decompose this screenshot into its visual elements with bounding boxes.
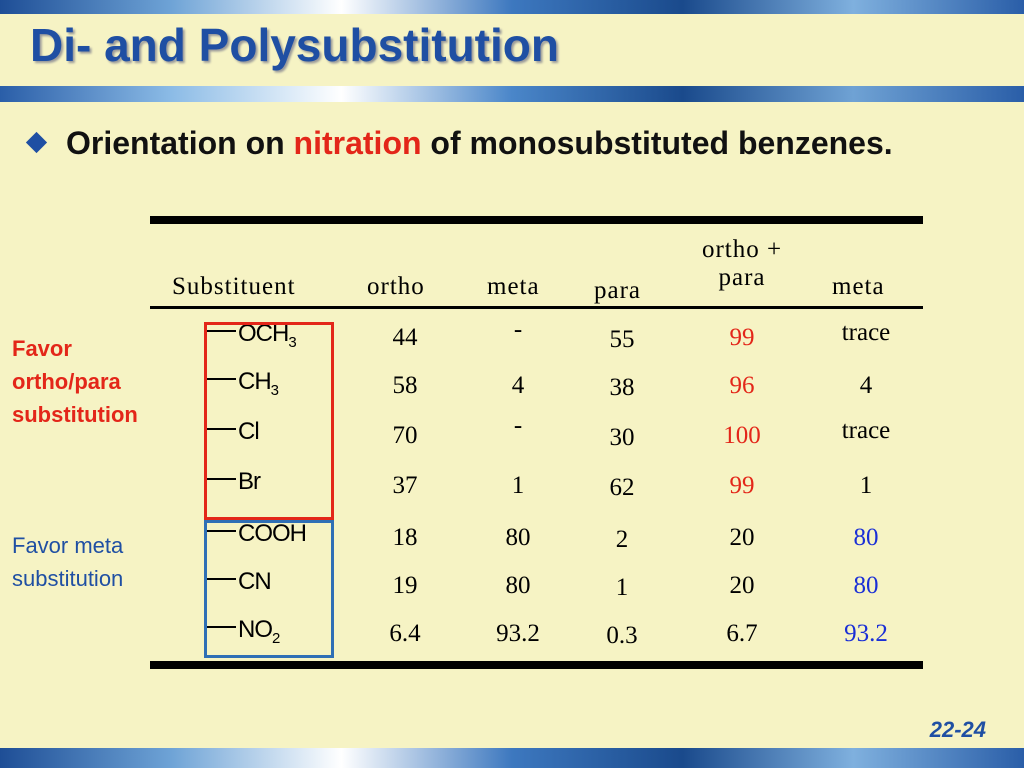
cell-meta-total: 80	[853, 572, 879, 599]
cell-meta-total: 80	[853, 524, 879, 551]
cell-ortho: 19	[392, 572, 418, 599]
cell-ortho-para: 6.7	[726, 620, 758, 647]
cell-para: 55	[609, 326, 635, 353]
cell-ortho: 58	[392, 372, 418, 399]
cell-ortho-para: 20	[729, 572, 755, 599]
cell-ortho-para: 99	[729, 472, 755, 499]
cell-para: 62	[609, 474, 635, 501]
favor-ortho-para-line-1: Favor	[12, 336, 72, 361]
cell-para: 0.3	[606, 622, 638, 649]
bullet-text: Orientation on nitration of monosubstitu…	[66, 121, 946, 165]
header-ortho: ortho	[367, 273, 425, 300]
cell-meta: 80	[505, 524, 531, 551]
title-underline-band	[0, 86, 1024, 102]
top-decorative-band	[0, 0, 1024, 14]
cell-meta: -	[513, 316, 523, 343]
substituent-cell: Br	[206, 468, 261, 496]
substituent-cell: COOH	[206, 520, 307, 548]
substituent-formula: Cl	[238, 418, 260, 445]
cell-meta-total: 1	[859, 472, 873, 499]
header-meta-total: meta	[832, 273, 885, 300]
slide-title: Di- and Polysubstitution	[30, 19, 559, 71]
table-bottom-rule	[150, 661, 923, 669]
favor-ortho-para-line-2: ortho/para	[12, 369, 121, 394]
substituent-formula: NO	[238, 616, 273, 643]
page-number: 22-24	[929, 717, 986, 742]
cell-ortho: 70	[392, 422, 418, 449]
header-ortho-plus-para-line2: para	[718, 264, 766, 291]
bond-line-icon	[206, 377, 236, 380]
cell-ortho: 37	[392, 472, 418, 499]
cell-para: 2	[615, 526, 629, 553]
cell-ortho-para: 100	[723, 422, 761, 449]
cell-ortho: 44	[392, 324, 418, 351]
substituent-cell: CN	[206, 568, 272, 596]
cell-meta: 4	[511, 372, 525, 399]
substituent-cell: Cl	[206, 418, 260, 446]
substituent-cell: NO2	[206, 616, 280, 647]
favor-ortho-para-label: Favor ortho/para substitution	[12, 332, 138, 431]
cell-meta: -	[513, 412, 523, 439]
header-ortho-plus-para-line1: ortho +	[701, 236, 783, 263]
substituent-cell: CH3	[206, 368, 279, 399]
bond-line-icon	[206, 529, 236, 532]
cell-meta-total: 4	[859, 372, 873, 399]
table-header-rule	[150, 306, 923, 309]
bond-line-icon	[206, 625, 236, 628]
cell-ortho-para: 99	[729, 324, 755, 351]
substituent-subscript: 3	[288, 333, 296, 351]
favor-meta-line-1: Favor meta	[12, 533, 124, 558]
header-para: para	[594, 277, 642, 304]
header-ortho-plus-para: ortho + para	[677, 236, 807, 292]
bond-line-icon	[206, 477, 236, 480]
favor-meta-label: Favor meta substitution	[12, 529, 123, 595]
bond-line-icon	[206, 577, 236, 580]
header-meta: meta	[487, 273, 540, 300]
cell-ortho: 6.4	[389, 620, 421, 647]
diamond-bullet-icon	[25, 131, 48, 154]
cell-para: 30	[609, 424, 635, 451]
cell-meta-total: 93.2	[844, 620, 888, 647]
favor-meta-line-2: substitution	[12, 566, 124, 591]
cell-meta: 1	[511, 472, 525, 499]
substituent-formula: Br	[238, 468, 261, 495]
meta-directors-box	[204, 520, 334, 658]
cell-ortho-para: 20	[729, 524, 755, 551]
cell-ortho-para: 96	[729, 372, 755, 399]
ortho-para-directors-box	[204, 322, 334, 520]
bullet-text-after: of monosubstituted benzenes.	[421, 125, 893, 161]
cell-meta: 93.2	[496, 620, 540, 647]
bullet-highlight: nitration	[293, 125, 422, 161]
substituent-formula: COOH	[238, 520, 307, 547]
cell-meta-total: trace	[841, 417, 891, 444]
bond-line-icon	[206, 329, 236, 332]
table-top-rule	[150, 216, 923, 224]
favor-ortho-para-line-3: substitution	[12, 402, 138, 427]
bond-line-icon	[206, 427, 236, 430]
cell-meta-total: trace	[841, 319, 891, 346]
cell-meta: 80	[505, 572, 531, 599]
cell-ortho: 18	[392, 524, 418, 551]
substituent-subscript: 2	[272, 629, 280, 647]
header-substituent: Substituent	[172, 273, 296, 300]
substituent-formula: CN	[238, 568, 272, 595]
substituent-formula: CH	[238, 368, 272, 395]
bottom-decorative-band	[0, 748, 1024, 768]
cell-para: 1	[615, 574, 629, 601]
cell-para: 38	[609, 374, 635, 401]
substituent-subscript: 3	[270, 381, 279, 399]
bullet-text-before: Orientation on	[66, 125, 294, 161]
